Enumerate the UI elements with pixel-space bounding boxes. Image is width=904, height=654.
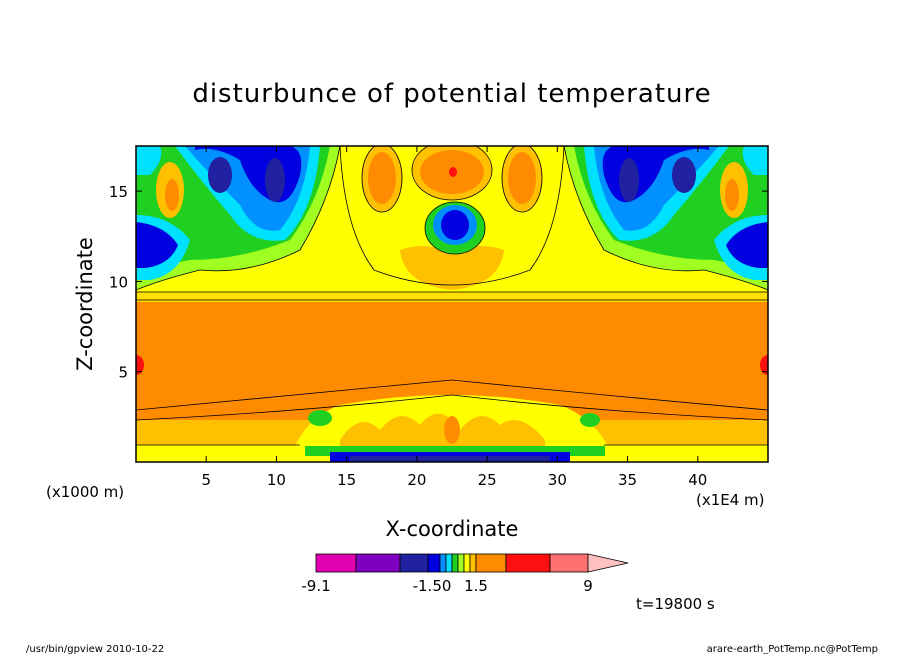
chart-title: disturbunce of potential temperature [192,79,711,109]
y-tick-label: 15 [109,183,128,201]
footer-right: arare-earth_PotTemp.nc@PotTemp [707,644,878,654]
edge-orange-right-core [725,179,739,211]
side-left-blue [136,222,178,268]
side-right-blue [726,222,768,268]
colorbar-segment [475,553,507,573]
colorbar-segment [355,553,401,573]
surface-green-left [308,410,332,426]
deep-left-2 [265,158,285,202]
colorbar-label-pos: 1.5 [464,577,488,595]
x-tick-label: 25 [478,471,497,489]
center-red-spot [449,167,457,177]
x-unit-left: (x1000 m) [46,483,124,501]
x-tick-label: 30 [548,471,567,489]
y-axis-ticks: 5 10 15 [109,183,768,382]
x-unit-right: (x1E4 m) [696,491,765,509]
y-axis-label: Z-coordinate [73,237,97,371]
x-tick-label: 15 [337,471,356,489]
time-label: t=19800 s [636,595,715,613]
footer-left: /usr/bin/gpview 2010-10-22 [26,644,164,654]
corner-left-cyan [136,146,162,175]
colorbar-label-min: -9.1 [301,577,330,595]
center-cell-right-core [508,152,536,204]
edge-red-right [760,355,768,375]
y-tick-label: 10 [109,273,128,291]
x-tick-label: 10 [267,471,286,489]
colorbar-label-max: 9 [583,577,593,595]
x-tick-label: 5 [201,471,211,489]
surface-orange-blobs [340,413,545,455]
plot-area [136,146,768,462]
corner-right-cyan [742,146,768,175]
deep-right-1 [672,157,696,193]
edge-red-left [136,355,144,375]
colorbar-segment [549,553,589,573]
center-navy [441,210,469,240]
plot-frame [135,145,769,463]
colorbar-segment [427,553,441,573]
surface-navy-strip [350,456,550,462]
colorbar-segment [451,553,459,573]
colorbar-segment [399,553,429,573]
colorbar-extend-arrow [587,553,629,573]
edge-orange-left-core [165,179,179,211]
deep-right-2 [619,158,639,202]
surface-orange-center [444,416,460,444]
x-tick-label: 40 [688,471,707,489]
surface-green-strip [305,446,605,456]
x-axis-ticks: 5 10 15 20 25 30 35 40 [201,146,707,489]
x-axis-label: X-coordinate [386,517,519,541]
y-tick-label: 5 [118,364,128,382]
colorbar-segment [469,553,477,573]
colorbar-segment [445,553,453,573]
x-tick-label: 35 [618,471,637,489]
upper-thin-yellow [136,292,768,302]
colorbar-segment [505,553,551,573]
colorbar-segment [439,553,447,573]
colorbar-segment [463,553,471,573]
surface-green-right [580,413,600,427]
colorbar-segment [457,553,465,573]
center-cell-left-core [368,152,396,204]
center-lt-orange [400,246,504,290]
colorbar-segment [315,553,357,573]
colorbar-label-neg: -1.50 [413,577,452,595]
deep-left-1 [208,157,232,193]
x-tick-label: 20 [407,471,426,489]
colorbar-labels: -9.1 -1.50 1.5 9 [301,577,592,595]
colorbar [315,553,629,573]
